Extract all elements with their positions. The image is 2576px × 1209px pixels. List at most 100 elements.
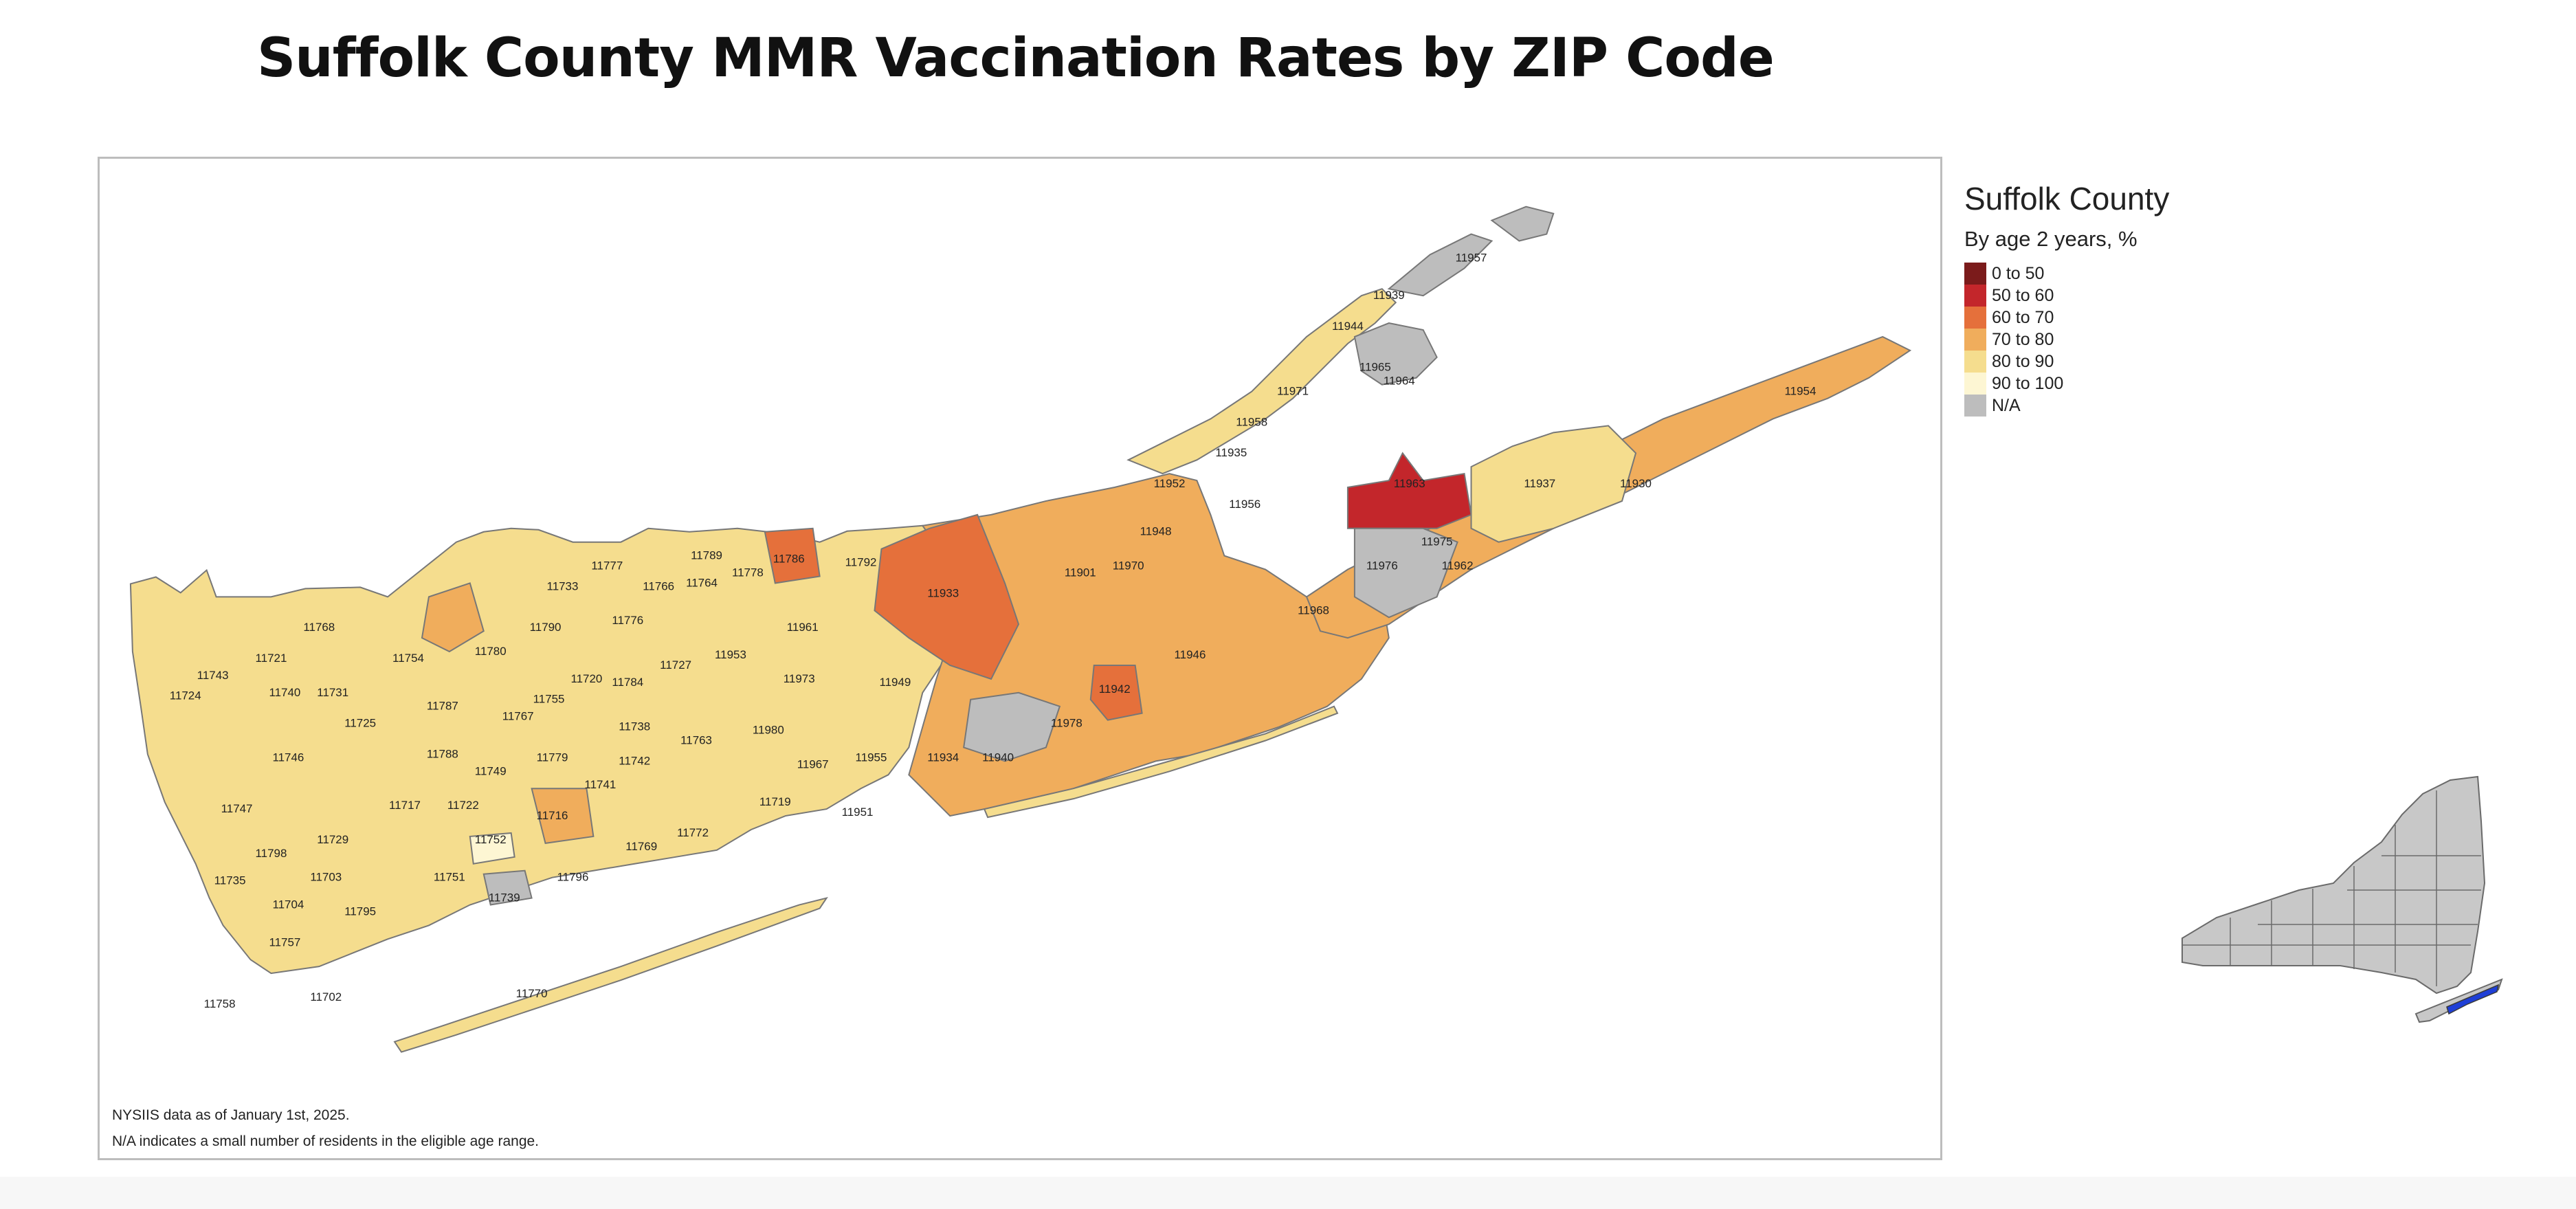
zip-label: 11720 (570, 672, 602, 685)
legend-swatch (1964, 307, 1986, 329)
zip-label: 11957 (1456, 251, 1487, 264)
page-title: Suffolk County MMR Vaccination Rates by … (257, 27, 1775, 89)
zip-label: 11776 (612, 614, 643, 627)
zip-label: 11769 (625, 840, 657, 853)
zip-label: 11724 (170, 689, 201, 702)
zip-region-11933 (874, 513, 1020, 680)
zip-label: 11971 (1277, 385, 1309, 398)
zip-label: 11784 (612, 676, 643, 689)
zip-label: 11764 (686, 576, 718, 589)
zip-label: 11964 (1384, 375, 1415, 388)
east-end-north-fork (1126, 288, 1397, 475)
zip-label: 11944 (1332, 320, 1364, 333)
zip-label: 11930 (1620, 477, 1652, 490)
legend-label: 80 to 90 (1992, 351, 2054, 371)
legend-label: 90 to 100 (1992, 373, 2064, 393)
zip-label: 11780 (475, 645, 507, 658)
zip-label: 11751 (434, 871, 465, 884)
zip-label: 11752 (475, 833, 507, 846)
zip-label: 11963 (1394, 477, 1425, 490)
zip-label: 11958 (1236, 415, 1267, 428)
zip-label: 11755 (533, 693, 565, 706)
zip-label: 11951 (842, 806, 874, 819)
zip-label: 11738 (619, 720, 650, 733)
long-island-outline (2414, 978, 2503, 1023)
zip-label: 11754 (392, 652, 424, 665)
zip-label: 11740 (269, 686, 300, 699)
fire-island-barrier (393, 896, 828, 1053)
zip-label: 11768 (303, 621, 335, 634)
zip-region-11752 (469, 832, 515, 865)
zip-label: 11722 (447, 799, 479, 812)
legend-item: 90 to 100 (1964, 373, 2169, 395)
zip-label: 11933 (927, 586, 959, 599)
legend-items: 0 to 50 50 to 60 60 to 70 70 to 80 80 to 90 9… (1964, 263, 2169, 417)
zip-label: 11739 (489, 891, 520, 905)
map-legend: Suffolk County By age 2 years, % 0 to 50… (1964, 180, 2169, 417)
legend-swatch (1964, 329, 1986, 351)
zip-label: 11766 (643, 579, 674, 592)
zip-region-11937 (1470, 425, 1637, 543)
zip-label: 11978 (1051, 717, 1082, 730)
legend-label: N/A (1992, 395, 2021, 415)
zip-region-11976 (1353, 527, 1458, 619)
orient-point (1387, 233, 1494, 297)
zip-label: 11973 (784, 672, 815, 685)
zip-label: 11704 (272, 898, 304, 911)
zip-label: 11954 (1785, 385, 1817, 398)
zip-label: 11779 (537, 751, 568, 764)
legend-label: 60 to 70 (1992, 307, 2054, 327)
zip-label: 11721 (255, 652, 287, 665)
legend-item: 70 to 80 (1964, 329, 2169, 351)
zip-label: 11940 (982, 751, 1014, 764)
zip-label: 11935 (1215, 446, 1247, 459)
zip-label: 11968 (1298, 603, 1329, 617)
zip-label: 11955 (856, 751, 887, 764)
zip-label: 11729 (317, 833, 348, 846)
county-grid-lines (2182, 790, 2481, 986)
zip-label: 11962 (1442, 559, 1474, 573)
western-suffolk-landmass (129, 524, 992, 975)
zip-label: 11788 (427, 747, 458, 760)
zip-label: 11743 (197, 669, 229, 682)
zip-label: 11719 (759, 795, 791, 808)
na-explanation-note: N/A indicates a small number of resident… (112, 1133, 540, 1149)
zip-label: 11742 (619, 754, 650, 767)
zip-label: 11967 (797, 757, 829, 770)
zip-label: 11901 (1065, 566, 1096, 579)
zip-label: 11757 (269, 935, 300, 949)
zip-label: 11786 (773, 553, 805, 566)
zip-region-11786 (764, 527, 821, 584)
zip-label: 11939 (1373, 289, 1405, 302)
zip-label: 11934 (927, 751, 959, 764)
zip-label: 11953 (715, 648, 746, 661)
zip-label: 11767 (502, 710, 534, 723)
zip-label: 11787 (427, 700, 458, 713)
zip-label: 11749 (475, 764, 507, 777)
zip-region-11942 (1089, 664, 1143, 721)
zip-label: 11961 (787, 621, 819, 634)
zip-label: 11792 (845, 556, 877, 569)
zip-label: 11763 (680, 734, 712, 747)
legend-swatch (1964, 285, 1986, 307)
zip-label: 11942 (1099, 683, 1131, 696)
zip-label: 11716 (537, 809, 568, 822)
zip-label: 11758 (204, 997, 236, 1010)
zip-label: 11956 (1229, 498, 1261, 511)
legend-swatch (1964, 351, 1986, 373)
zip-label: 11741 (584, 778, 616, 791)
zip-label: 11949 (879, 676, 911, 689)
zip-label: 11747 (221, 802, 253, 815)
zip-label: 11735 (214, 874, 246, 887)
zip-label: 11798 (255, 847, 287, 860)
zip-label: 11702 (310, 990, 342, 1003)
legend-swatch (1964, 373, 1986, 395)
zip-label: 11746 (272, 751, 304, 764)
westhampton-barrier (983, 705, 1339, 819)
zip-region-11940 (963, 691, 1061, 762)
zip-label: 11980 (753, 724, 784, 737)
legend-item: 60 to 70 (1964, 307, 2169, 329)
zip-region-11716 (531, 788, 595, 845)
new-york-state-outline (2181, 775, 2486, 995)
